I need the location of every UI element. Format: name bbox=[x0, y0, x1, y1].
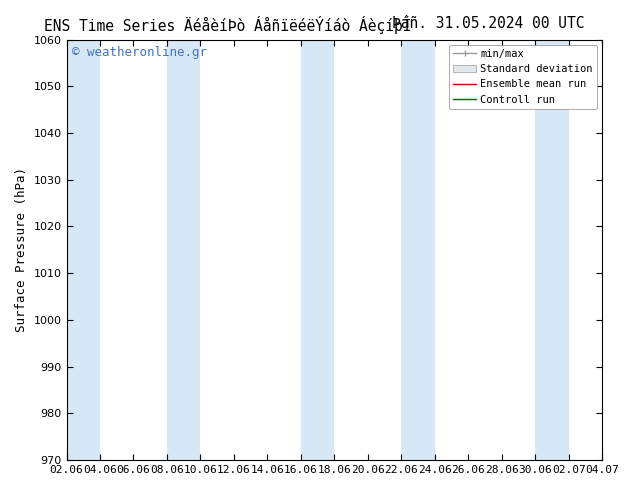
Text: © weatheronline.gr: © weatheronline.gr bbox=[72, 46, 207, 59]
Text: Þáñ. 31.05.2024 00 UTC: Þáñ. 31.05.2024 00 UTC bbox=[392, 16, 585, 31]
Bar bbox=[167, 40, 200, 460]
Legend: min/max, Standard deviation, Ensemble mean run, Controll run: min/max, Standard deviation, Ensemble me… bbox=[449, 45, 597, 109]
Bar bbox=[401, 40, 435, 460]
Bar bbox=[67, 40, 100, 460]
Text: ENS Time Series ÄéåèíÞò ÁåñïëéëÝíáò ÁèçíþÍ: ENS Time Series ÄéåèíÞò ÁåñïëéëÝíáò Áèçí… bbox=[44, 16, 412, 34]
Bar bbox=[301, 40, 334, 460]
Bar bbox=[535, 40, 569, 460]
Y-axis label: Surface Pressure (hPa): Surface Pressure (hPa) bbox=[15, 168, 28, 332]
